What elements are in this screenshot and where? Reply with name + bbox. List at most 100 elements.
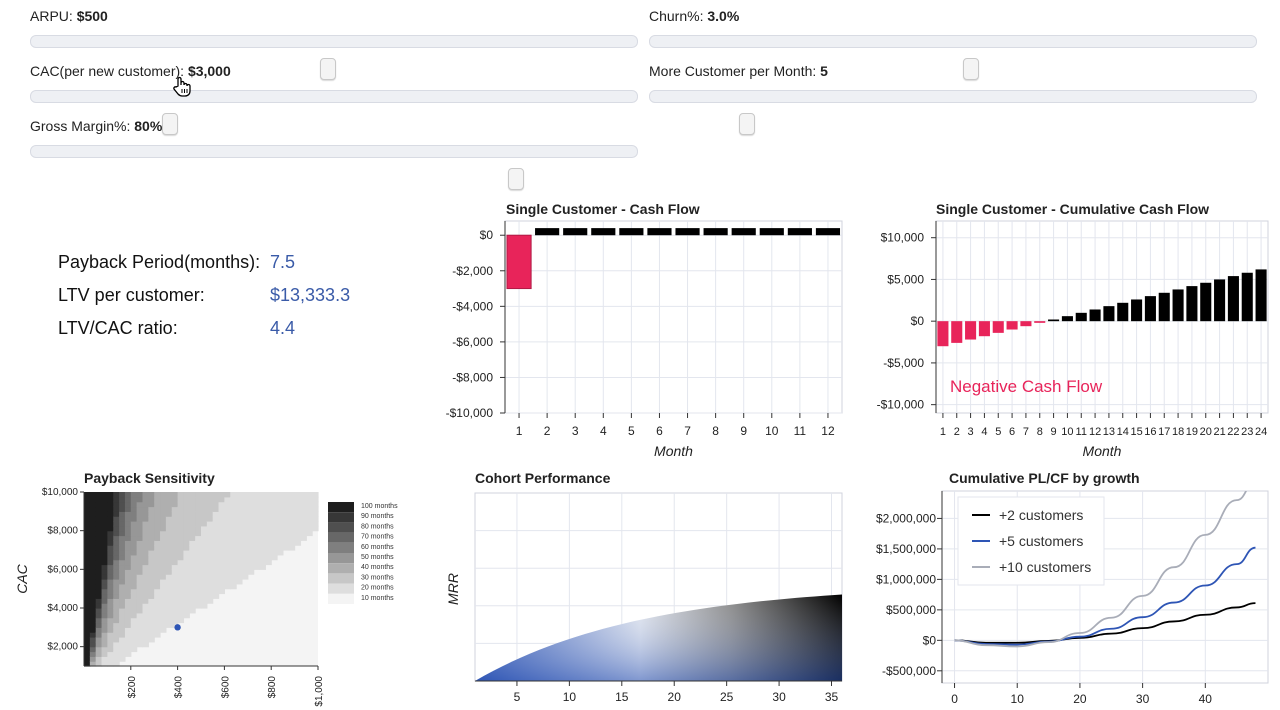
heatmap-cell <box>119 646 126 653</box>
heatmap-cell <box>113 516 120 522</box>
heatmap-cell <box>218 516 225 522</box>
heatmap-cell <box>89 525 97 532</box>
arpu-track[interactable] <box>30 35 638 80</box>
heatmap-cell <box>230 564 237 570</box>
heatmap-cell <box>183 501 190 508</box>
heatmap-cell <box>201 492 208 498</box>
heatmap-cell <box>201 506 208 512</box>
heatmap-cell <box>171 593 179 599</box>
heatmap-cell <box>201 593 208 599</box>
heatmap-cell <box>206 588 214 595</box>
cumulative-bar <box>951 321 963 343</box>
heatmap-cell <box>107 521 114 527</box>
churn-thumb[interactable] <box>963 58 980 80</box>
heatmap-cell <box>130 593 138 599</box>
cac-track[interactable] <box>30 90 638 135</box>
heatmap-cell <box>148 501 155 508</box>
margin-thumb[interactable] <box>507 168 524 190</box>
cash-flow-bar <box>647 228 672 236</box>
plot-frame <box>935 220 1269 414</box>
heatmap-cell <box>265 530 272 537</box>
heatmap-cell <box>259 540 266 546</box>
heatmap-cell <box>130 569 138 575</box>
heatmap-cell <box>113 506 120 512</box>
arpu-thumb[interactable] <box>319 58 336 80</box>
chart-title: Payback Sensitivity <box>84 470 215 486</box>
heatmap-cell <box>124 598 132 604</box>
heatmap-cell <box>160 559 167 566</box>
heatmap-cell <box>119 656 126 662</box>
heatmap-cell <box>119 651 126 657</box>
heatmap-cell <box>265 492 272 498</box>
heatmap-cell <box>113 661 120 667</box>
heatmap-cell <box>107 637 114 643</box>
heatmap-cell <box>195 511 202 517</box>
heatmap-cell <box>218 569 225 575</box>
heatmap-cell <box>206 496 214 503</box>
x-tick-label: 3 <box>572 424 579 438</box>
heatmap-cell <box>124 603 132 609</box>
heatmap-cell <box>306 501 313 508</box>
heatmap-cell <box>84 632 91 638</box>
legend-label: 100 months <box>361 503 398 510</box>
heatmap-cell <box>95 588 103 595</box>
heatmap-cell <box>247 496 255 503</box>
heatmap-cell <box>189 545 196 551</box>
heatmap-cell <box>119 559 126 566</box>
heatmap-cell <box>148 598 155 604</box>
x-tick-label: 30 <box>772 690 786 704</box>
heatmap-cell <box>171 588 179 595</box>
heatmap-cell <box>183 588 190 595</box>
heatmap-cell <box>148 521 155 527</box>
churn-track[interactable] <box>649 35 1257 80</box>
heatmap-cell <box>183 554 190 561</box>
growth-thumb[interactable] <box>738 113 755 135</box>
legend-swatch <box>328 563 354 574</box>
heatmap-cell <box>95 593 103 599</box>
heatmap-cell <box>183 603 190 609</box>
heatmap-cell <box>142 612 149 619</box>
heatmap-cell <box>84 583 91 590</box>
ltv-metric-label: LTV per customer: <box>58 285 205 305</box>
growth-track[interactable] <box>649 90 1257 135</box>
heatmap-cell <box>154 608 161 614</box>
margin-track[interactable] <box>30 145 638 190</box>
heatmap-cell <box>183 583 190 590</box>
heatmap-cell <box>84 554 91 561</box>
cac-label: CAC(per new customer): $3,000 <box>30 63 231 79</box>
heatmap-cell <box>142 617 149 624</box>
heatmap-cell <box>282 511 290 517</box>
legend-swatch <box>328 512 354 523</box>
cumulative-bar <box>1117 302 1129 322</box>
heatmap-cell <box>171 574 179 580</box>
heatmap-cell <box>113 617 120 624</box>
heatmap-cell <box>183 496 190 503</box>
heatmap-cell <box>177 588 185 595</box>
heatmap-cell <box>177 579 185 585</box>
heatmap-cell <box>282 501 290 508</box>
heatmap-cell <box>148 564 155 570</box>
heatmap-cell <box>107 598 114 604</box>
heatmap-cell <box>89 612 97 619</box>
heatmap-cell <box>136 535 144 541</box>
heatmap-cell <box>183 521 190 527</box>
heatmap-cell <box>206 521 214 527</box>
heatmap-cell <box>107 612 114 619</box>
ltv-cac-metric-value: 4.4 <box>270 318 296 338</box>
heatmap-cell <box>224 550 231 556</box>
heatmap-cell <box>312 496 319 503</box>
y-tick-label: $0 <box>480 228 494 242</box>
heatmap-cell <box>130 521 138 527</box>
heatmap-cell <box>165 559 173 566</box>
heatmap-cell <box>101 612 108 619</box>
heatmap-cell <box>101 506 108 512</box>
heatmap-cell <box>107 516 114 522</box>
heatmap-cell <box>282 530 290 537</box>
heatmap-cell <box>271 525 278 532</box>
heatmap-cell <box>259 516 266 522</box>
heatmap-cell <box>277 521 284 527</box>
cumulative-bar <box>1158 292 1170 322</box>
heatmap-cell <box>107 492 114 498</box>
cac-thumb[interactable] <box>162 113 179 135</box>
heatmap-cell <box>224 525 231 532</box>
